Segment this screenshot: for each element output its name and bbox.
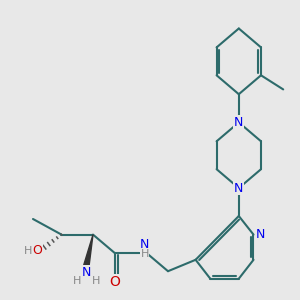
Text: N: N xyxy=(140,238,149,251)
Text: O: O xyxy=(33,244,42,257)
Text: N: N xyxy=(234,182,244,195)
Polygon shape xyxy=(84,235,93,266)
Text: N: N xyxy=(234,116,244,129)
Text: H: H xyxy=(73,276,81,286)
Text: H: H xyxy=(92,276,100,286)
Text: N: N xyxy=(82,266,91,279)
Text: N: N xyxy=(255,228,265,241)
Text: H: H xyxy=(23,245,32,256)
Text: H: H xyxy=(140,249,149,260)
Text: O: O xyxy=(109,275,120,289)
